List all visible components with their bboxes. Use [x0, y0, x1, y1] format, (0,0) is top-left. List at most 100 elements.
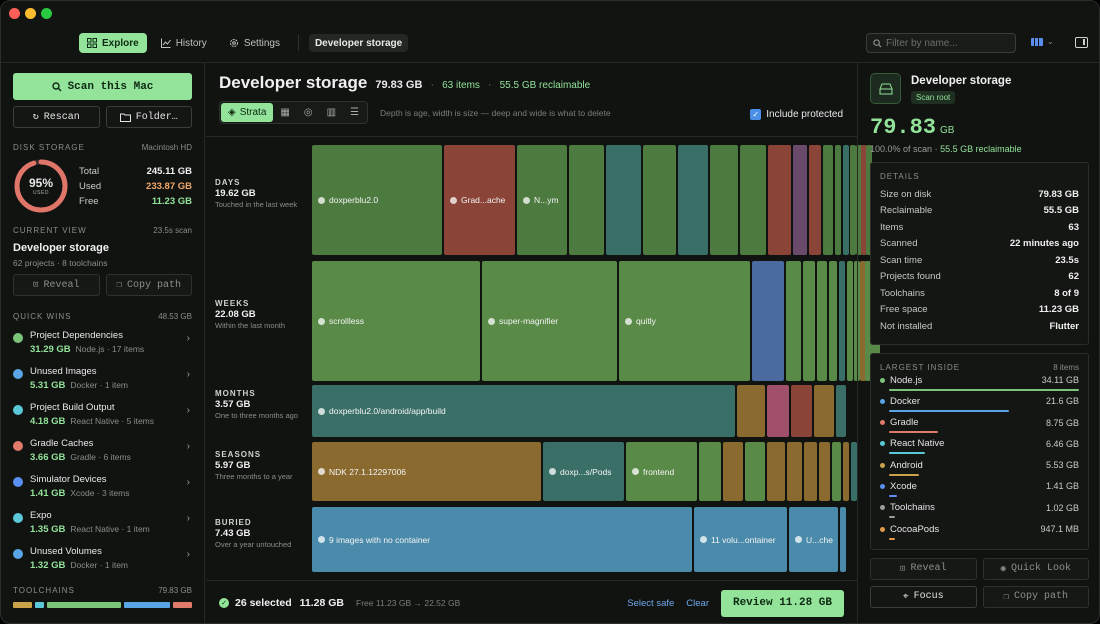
breadcrumb[interactable]: Developer storage — [308, 34, 409, 52]
view-strata-button[interactable]: ◈ Strata — [221, 103, 274, 122]
quick-win-item[interactable]: Gradle Caches 3.66 GB Gradle · 6 items › — [13, 438, 192, 474]
strata-cell[interactable] — [737, 385, 765, 437]
tab-explore[interactable]: Explore — [79, 33, 147, 53]
quick-win-item[interactable]: Project Build Output 4.18 GB React Native … — [13, 402, 192, 438]
strata-cell[interactable] — [791, 385, 812, 437]
strata-cell[interactable]: 9 images with no container — [312, 507, 692, 572]
strata-cell[interactable]: doxp...s/Pods — [543, 442, 624, 501]
strata-cell[interactable] — [843, 442, 849, 501]
reveal-button[interactable]: ⊡ Reveal — [13, 274, 100, 296]
view-switcher[interactable]: ⌄ — [1031, 37, 1054, 46]
strata-cell[interactable] — [866, 145, 872, 255]
strata-cell[interactable] — [803, 261, 815, 381]
strata-cell[interactable] — [856, 145, 862, 255]
strata-cell[interactable]: Grad...ache — [444, 145, 515, 255]
strata-cell[interactable] — [767, 442, 785, 501]
search-input[interactable] — [886, 37, 1006, 49]
strata-cell[interactable] — [768, 145, 791, 255]
quick-win-item[interactable]: Unused Images 5.31 GB Docker · 1 item › — [13, 366, 192, 402]
strata-cell[interactable]: scrollless — [312, 261, 480, 381]
close-window-button[interactable] — [9, 8, 20, 19]
view-sunburst-button[interactable]: ◎ — [297, 103, 320, 122]
strata-cell[interactable] — [787, 442, 802, 501]
quick-win-item[interactable]: Expo 1.35 GB React Native · 1 item › — [13, 510, 192, 546]
strata-cell[interactable] — [740, 145, 766, 255]
strata-cell[interactable] — [860, 261, 866, 381]
checkbox-checked-icon[interactable]: ✓ — [750, 109, 762, 120]
largest-item[interactable]: CocoaPods 947.1 MB — [880, 524, 1079, 545]
folder-button[interactable]: Folder… — [105, 106, 192, 128]
strata-cell[interactable] — [835, 145, 841, 255]
strata-cell[interactable] — [847, 261, 853, 381]
strata-cell[interactable] — [819, 442, 830, 501]
tab-history[interactable]: History — [153, 33, 215, 53]
strata-cell[interactable] — [840, 507, 846, 572]
view-list-button[interactable]: ☰ — [343, 103, 366, 122]
strata-cell[interactable]: super-magnifier — [482, 261, 617, 381]
quick-win-item[interactable]: Project Dependencies 31.29 GB Node.js · 17… — [13, 330, 192, 366]
strata-cell[interactable]: 11 volu...ontainer — [694, 507, 787, 572]
strata-cell[interactable] — [850, 145, 856, 255]
select-safe-link[interactable]: Select safe — [627, 597, 675, 609]
strata-cell[interactable] — [829, 261, 837, 381]
copy-path-button[interactable]: ❐ Copy path — [105, 274, 192, 296]
quick-win-item[interactable]: Unused Volumes 1.32 GB Docker · 1 item › — [13, 546, 192, 582]
search-field[interactable] — [866, 33, 1016, 53]
strata-cell[interactable] — [793, 145, 807, 255]
strata-cell[interactable] — [804, 442, 817, 501]
tab-settings[interactable]: Settings — [221, 33, 288, 53]
strata-cell[interactable] — [745, 442, 765, 501]
strata-cell[interactable] — [723, 442, 743, 501]
strata-cell[interactable] — [832, 442, 841, 501]
include-protected-toggle[interactable]: ✓ Include protected — [750, 109, 843, 120]
largest-item[interactable]: React Native 6.46 GB — [880, 438, 1079, 459]
strata-cell[interactable] — [569, 145, 604, 255]
strata-cell[interactable] — [817, 261, 827, 381]
strata-cell[interactable] — [767, 385, 789, 437]
strata-cell[interactable]: U...che — [789, 507, 838, 572]
strata-cell[interactable] — [823, 145, 833, 255]
strata-cell[interactable] — [851, 442, 857, 501]
strata-cell[interactable] — [836, 385, 846, 437]
focus-button[interactable]: ⌖ Focus — [870, 585, 977, 608]
strata-cell[interactable]: doxperblu2.0 — [312, 145, 442, 255]
strata-cell[interactable] — [809, 145, 821, 255]
largest-item[interactable]: Docker 21.6 GB — [880, 396, 1079, 417]
strata-cell[interactable]: NDK 27.1.12297006 — [312, 442, 541, 501]
strata-cell[interactable] — [752, 261, 784, 381]
largest-item-label: Gradle — [890, 417, 919, 429]
strata-cell[interactable] — [843, 145, 849, 255]
quick-look-button[interactable]: ◉ Quick Look — [982, 557, 1089, 580]
strata-cell[interactable] — [606, 145, 641, 255]
largest-item[interactable]: Xcode 1.41 GB — [880, 481, 1079, 502]
toggle-inspector-icon[interactable] — [1075, 37, 1088, 48]
strata-cell[interactable] — [786, 261, 801, 381]
clear-link[interactable]: Clear — [686, 597, 709, 609]
inspector-reveal-button[interactable]: ⊡ Reveal — [870, 557, 977, 580]
strata-cell[interactable] — [861, 145, 867, 255]
quick-win-item[interactable]: Simulator Devices 1.41 GB Xcode · 3 items › — [13, 474, 192, 510]
review-button[interactable]: Review 11.28 GB — [721, 589, 844, 617]
view-bars-button[interactable]: ▥ — [320, 103, 343, 122]
strata-cell[interactable]: doxperblu2.0/android/app/build — [312, 385, 735, 437]
zoom-window-button[interactable] — [41, 8, 52, 19]
largest-item[interactable]: Gradle 8.75 GB — [880, 417, 1079, 438]
view-grid-button[interactable]: ▦ — [273, 103, 296, 122]
strata-cell[interactable] — [865, 261, 871, 381]
strata-cell[interactable] — [814, 385, 834, 437]
inspector-copy-path-button[interactable]: ❐ Copy path — [982, 585, 1089, 608]
strata-cell[interactable]: N...ym — [517, 145, 567, 255]
rescan-button[interactable]: ↻ Rescan — [13, 106, 100, 128]
strata-cell[interactable] — [699, 442, 721, 501]
scan-mac-button[interactable]: Scan this Mac — [13, 73, 192, 100]
strata-cell[interactable] — [678, 145, 708, 255]
strata-cell[interactable] — [839, 261, 845, 381]
strata-cell[interactable]: quitly — [619, 261, 750, 381]
largest-item[interactable]: Toolchains 1.02 GB — [880, 502, 1079, 523]
minimize-window-button[interactable] — [25, 8, 36, 19]
strata-cell[interactable]: frontend — [626, 442, 697, 501]
largest-item[interactable]: Android 5.53 GB — [880, 460, 1079, 481]
strata-cell[interactable] — [710, 145, 738, 255]
strata-cell[interactable] — [643, 145, 676, 255]
largest-item[interactable]: Node.js 34.11 GB — [880, 375, 1079, 396]
